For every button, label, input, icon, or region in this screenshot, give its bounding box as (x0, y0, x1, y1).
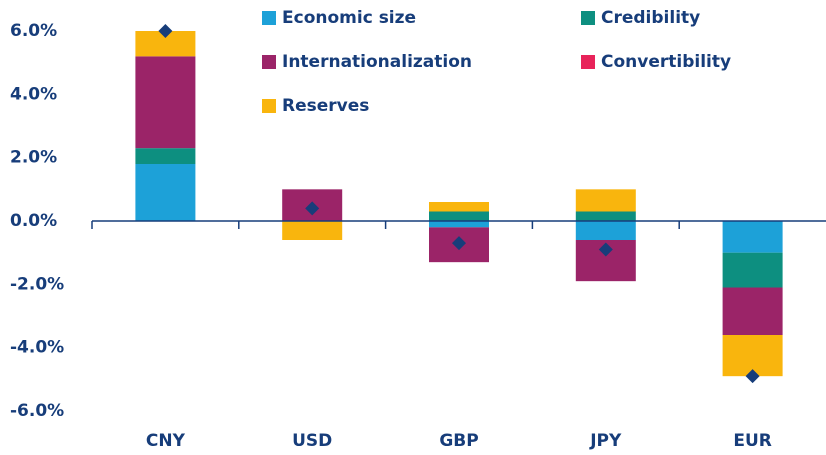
bar-segment (429, 221, 489, 228)
bar-segment (282, 221, 343, 240)
bar-segment (575, 189, 636, 212)
total-marker (158, 24, 173, 38)
bar-segment (135, 56, 196, 149)
legend-label: Internationalization (282, 52, 472, 72)
y-tick-label: -2.0% (10, 274, 64, 294)
legend-swatch (581, 55, 595, 69)
y-tick-label: -6.0% (10, 401, 64, 421)
legend-swatch (262, 11, 276, 25)
legend-label: Reserves (282, 96, 369, 116)
legend-label: Credibility (601, 8, 700, 28)
legend-swatch (262, 99, 276, 113)
total-marker (305, 201, 320, 216)
x-tick-label: CNY (146, 431, 186, 451)
x-tick-label: GBP (439, 431, 478, 451)
y-tick-label: 2.0% (10, 148, 57, 168)
bar-segment (429, 211, 489, 221)
total-marker (598, 242, 613, 257)
bar-segment (135, 164, 196, 221)
bar-segment (722, 221, 783, 253)
total-marker (452, 236, 466, 251)
legend-swatch (581, 11, 595, 25)
legend-label: Convertibility (601, 52, 731, 72)
x-tick-label: USD (292, 431, 332, 451)
bar-segment (575, 211, 636, 221)
bar-segment (429, 202, 489, 212)
total-marker (745, 369, 760, 384)
bar-segment (722, 252, 783, 288)
y-tick-label: -4.0% (10, 338, 64, 358)
x-tick-label: JPY (589, 431, 622, 451)
bar-segment (135, 148, 196, 164)
y-tick-label: 4.0% (10, 84, 57, 104)
legend-swatch (262, 55, 276, 69)
bar-segment (575, 221, 636, 240)
legend-label: Economic size (282, 8, 416, 28)
bar-segment (722, 287, 783, 335)
x-tick-label: EUR (733, 431, 772, 451)
y-tick-label: 0.0% (10, 211, 57, 231)
y-tick-label: 6.0% (10, 21, 57, 41)
